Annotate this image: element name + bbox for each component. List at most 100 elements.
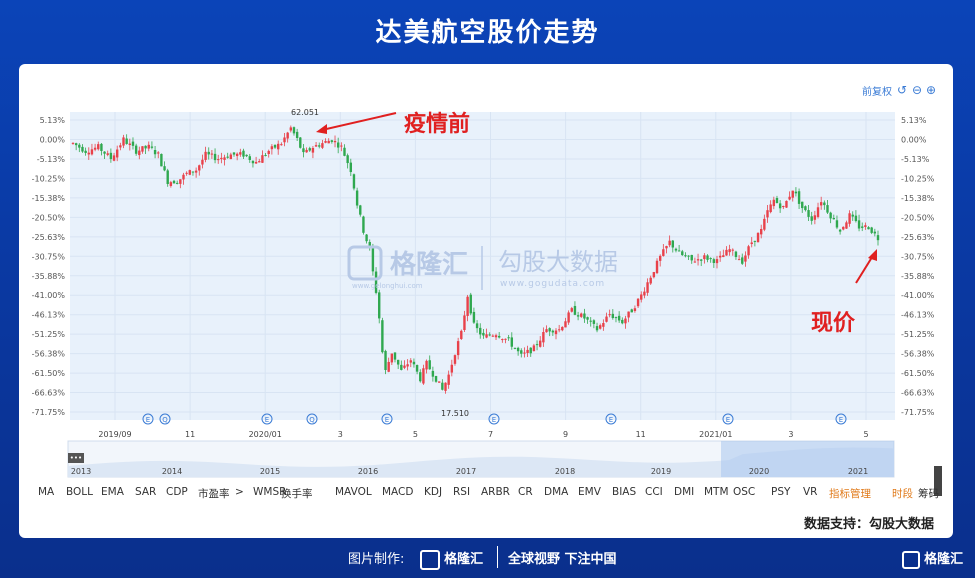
candle-body [78, 144, 81, 148]
y-tick-left: -46.13% [32, 311, 66, 320]
indicator-tab[interactable]: BOLL [66, 486, 93, 498]
indicator-tab[interactable]: RSI [453, 486, 471, 498]
indicator-tab[interactable]: DMI [674, 486, 695, 498]
candle-body [207, 151, 210, 155]
candle-body [182, 174, 185, 180]
candle-body [734, 251, 738, 258]
y-tick-right: -20.50% [901, 213, 935, 222]
candle-body [175, 182, 179, 184]
event-marker-label: Q [309, 416, 315, 424]
indicator-tab[interactable]: MACD [382, 486, 414, 498]
candle-body [526, 349, 529, 354]
candle-body [643, 291, 646, 296]
y-tick-right: -46.13% [901, 311, 935, 320]
x-tick: 3 [338, 430, 343, 439]
indicator-tab[interactable]: ARBR [481, 486, 510, 498]
candle-body [722, 255, 725, 258]
zoom-in-icon[interactable]: ⊕ [926, 83, 937, 97]
undo-icon[interactable]: ↺ [897, 83, 908, 97]
annotation-pre-pandemic: 疫情前 [404, 112, 471, 137]
candle-body [374, 271, 378, 293]
indicator-tab[interactable]: VR [803, 486, 818, 498]
candle-body [513, 347, 517, 349]
indicator-tab[interactable]: PSY [771, 486, 791, 498]
candle-body [557, 329, 561, 331]
candle-body [270, 146, 274, 150]
y-tick-left: -5.13% [37, 155, 66, 164]
indicator-tab[interactable]: KDJ [424, 486, 443, 498]
candle-body [627, 311, 630, 318]
candle-body [835, 220, 839, 228]
candle-body [516, 347, 520, 352]
navigator-year: 2019 [651, 467, 671, 476]
indicator-tab[interactable]: MA [38, 486, 55, 498]
candle-body [501, 339, 504, 341]
indicator-tab[interactable]: CCI [645, 486, 663, 498]
indicator-tab[interactable]: BIAS [612, 486, 637, 498]
candle-body [857, 220, 861, 229]
candle-body [409, 360, 412, 363]
indicator-tab[interactable]: 市盈率 [198, 488, 230, 500]
x-tick: 2019/09 [98, 430, 131, 439]
candle-body [684, 255, 687, 257]
zoom-out-icon[interactable]: ⊖ [912, 83, 923, 97]
y-tick-right: -66.63% [901, 389, 935, 398]
indicator-tab[interactable]: OSC [733, 486, 756, 498]
y-tick-right: 0.00% [901, 135, 927, 144]
candle-body [286, 132, 289, 139]
indicator-tab[interactable]: CDP [166, 486, 188, 498]
candle-body [548, 328, 551, 332]
candle-body [81, 146, 84, 152]
candle-body [115, 149, 119, 158]
event-marker [488, 413, 500, 425]
candle-body [71, 142, 75, 144]
candle-body [292, 127, 296, 134]
candle-body [201, 159, 204, 165]
indicator-tab[interactable]: > [235, 486, 244, 498]
candle-body [570, 308, 573, 312]
indicator-tab[interactable]: MAVOL [335, 486, 372, 498]
indicator-tab[interactable]: 指标管理 [829, 488, 871, 500]
candle-body [782, 206, 785, 208]
candle-body [254, 161, 258, 164]
candle-body [437, 381, 441, 383]
candle-body [829, 212, 832, 219]
indicator-tab[interactable]: 换手率 [281, 488, 313, 500]
candle-body [523, 352, 526, 354]
candle-body [119, 145, 122, 148]
indicator-tab[interactable]: 筹码 [918, 488, 939, 500]
navigator-year: 2018 [555, 467, 575, 476]
candle-body [819, 202, 823, 206]
candle-body [400, 364, 403, 370]
indicator-tab[interactable]: DMA [544, 486, 569, 498]
candle-body [472, 311, 476, 323]
candle-body [346, 155, 349, 164]
candle-body [453, 355, 457, 364]
candle-body [128, 143, 132, 145]
candle-body [460, 330, 463, 339]
y-tick-left: -51.25% [32, 330, 66, 339]
candle-body [611, 313, 615, 319]
indicator-tab[interactable]: WMSR [253, 486, 287, 498]
indicator-tab[interactable]: SAR [135, 486, 157, 498]
candle-body [302, 148, 305, 153]
candle-body [390, 353, 394, 363]
candle-body [305, 149, 308, 153]
event-marker-label: E [609, 416, 613, 424]
candle-body [415, 365, 419, 372]
candle-body [125, 138, 128, 144]
candle-body [324, 141, 327, 143]
candle-body [100, 143, 103, 151]
restore-adjust-link[interactable]: 前复权 [862, 87, 892, 98]
indicator-tab[interactable]: CR [518, 486, 533, 498]
indicator-tab[interactable]: MTM [704, 486, 729, 498]
indicator-tab[interactable]: EMA [101, 486, 124, 498]
candle-body [491, 335, 495, 337]
candle-body [763, 218, 766, 230]
indicator-tab[interactable]: 时段 [892, 488, 913, 500]
indicator-tab[interactable]: EMV [578, 486, 601, 498]
candle-body [494, 335, 498, 338]
candle-body [873, 231, 877, 234]
candle-body [463, 315, 466, 331]
